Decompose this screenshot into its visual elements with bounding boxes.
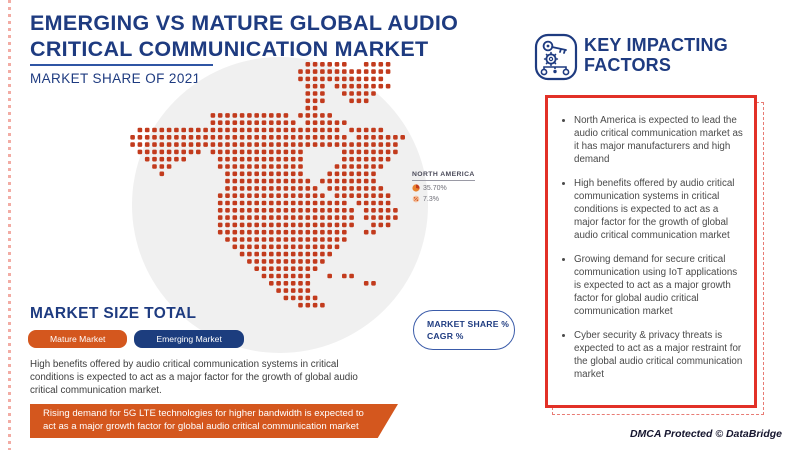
legend-mature-market-label: Mature Market xyxy=(50,334,106,344)
factor-item: North America is expected to lead the au… xyxy=(574,114,744,166)
legend-emerging-market-chip: Emerging Market xyxy=(134,330,244,348)
factors-box: North America is expected to lead the au… xyxy=(545,95,757,408)
page-title-line1: EMERGING VS MATURE GLOBAL AUDIO xyxy=(30,11,459,35)
page-title: EMERGING VS MATURE GLOBAL AUDIO CRITICAL… xyxy=(30,10,500,62)
page-subtitle: MARKET SHARE OF 2021 xyxy=(30,71,201,86)
key-impacting-icon xyxy=(534,33,578,81)
north-america-callout: NORTH AMERICA 35.70% 7.3% xyxy=(412,163,502,203)
cagr-value: 7.3% xyxy=(423,195,439,203)
badge-line2: CAGR % xyxy=(427,331,464,341)
growth-factor-paragraph: High benefits offered by audio critical … xyxy=(30,359,358,397)
legend-mature-market-chip: Mature Market xyxy=(28,330,128,348)
factor-item: Cyber security & privacy threats is expe… xyxy=(574,329,744,381)
bottom-banner-text: Rising demand for 5G LTE technologies fo… xyxy=(43,408,364,432)
callout-region-label: NORTH AMERICA xyxy=(412,171,475,181)
market-legend: Mature Market Emerging Market xyxy=(28,330,244,348)
cagr-row: 7.3% xyxy=(412,195,502,203)
page-title-line2: CRITICAL COMMUNICATION MARKET xyxy=(30,37,429,61)
factors-list: North America is expected to lead the au… xyxy=(548,98,754,381)
market-size-heading: MARKET SIZE TOTAL xyxy=(30,305,197,322)
bottom-banner: Rising demand for 5G LTE technologies fo… xyxy=(30,404,398,438)
market-share-cagr-badge: MARKET SHARE % CAGR % xyxy=(413,310,515,350)
title-underline xyxy=(30,64,213,66)
factor-item: High benefits offered by audio critical … xyxy=(574,177,744,242)
north-america-dot-map xyxy=(130,62,405,308)
key-impacting-title: KEY IMPACTING FACTORS xyxy=(584,35,728,75)
percent-icon xyxy=(412,195,420,203)
badge-line1: MARKET SHARE % xyxy=(427,319,510,329)
market-share-value: 35.70% xyxy=(423,184,447,192)
factor-item: Growing demand for secure critical commu… xyxy=(574,253,744,318)
market-share-row: 35.70% xyxy=(412,184,502,192)
pie-chart-icon xyxy=(412,184,420,192)
left-dashed-border xyxy=(8,0,11,450)
key-impacting-title-line1: KEY IMPACTING xyxy=(584,35,728,55)
legend-emerging-market-label: Emerging Market xyxy=(156,334,222,344)
dmca-protection-note: DMCA Protected © DataBridge xyxy=(629,428,782,440)
key-impacting-title-line2: FACTORS xyxy=(584,55,672,75)
